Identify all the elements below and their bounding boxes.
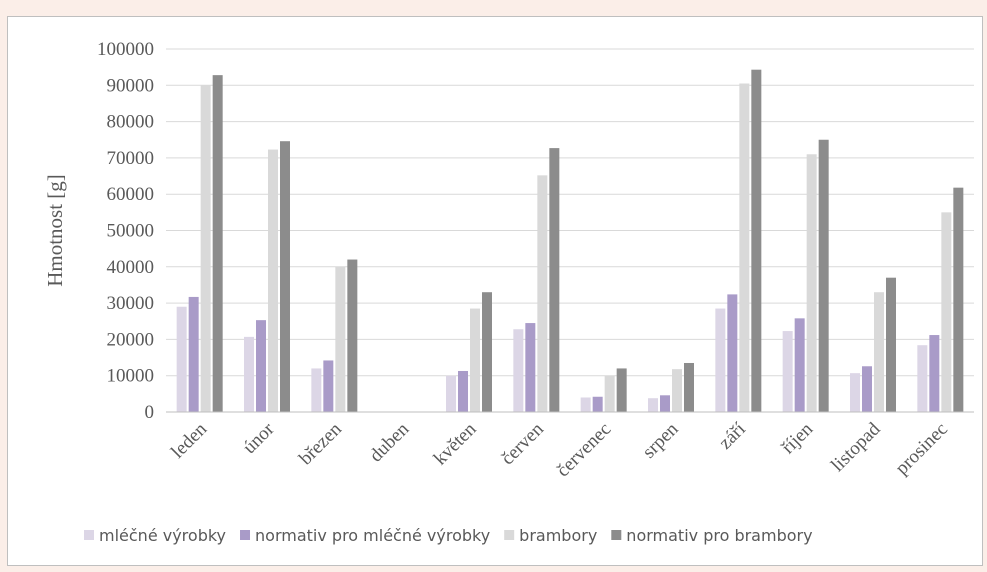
y-tick-label: 0 <box>145 402 155 423</box>
bar-1-12 <box>917 345 928 412</box>
bar-2-12 <box>929 335 940 412</box>
bar-4-12 <box>953 187 964 412</box>
bar-2-6 <box>525 323 536 412</box>
bar-4-7 <box>616 368 627 412</box>
bar-3-3 <box>335 266 346 412</box>
x-tick-label: červenec <box>553 419 616 482</box>
chart-frame: 0 10000 20000 30000 40000 50000 60000 70000 8000… <box>7 16 983 566</box>
bar-4-3 <box>347 259 358 412</box>
legend-label: mléčné výrobky <box>99 526 226 545</box>
bar-2-10 <box>794 318 805 412</box>
y-tick-labels: 0 10000 20000 30000 40000 50000 60000 70000 8000… <box>97 39 154 423</box>
y-tick-label: 80000 <box>107 112 155 133</box>
bar-2-5 <box>458 370 468 412</box>
y-tick-label: 50000 <box>107 221 155 242</box>
x-tick-label: květen <box>430 418 481 469</box>
y-tick-label: 100000 <box>97 39 154 60</box>
x-tick-label: červen <box>497 418 548 469</box>
bar-3-1 <box>200 85 211 413</box>
bar-3-2 <box>268 149 278 412</box>
bar-2-1 <box>188 296 199 412</box>
x-tick-label: duben <box>366 418 414 466</box>
x-tick-label: leden <box>167 418 211 462</box>
bar-1-2 <box>244 336 254 412</box>
bar-3-10 <box>806 154 817 412</box>
y-tick-label: 60000 <box>107 184 155 205</box>
y-tick-label: 90000 <box>107 75 155 96</box>
bar-3-5 <box>470 308 480 412</box>
legend-swatch <box>84 530 94 540</box>
x-tick-label: září <box>715 418 750 453</box>
bar-1-7 <box>580 397 591 412</box>
bar-3-7 <box>604 375 615 412</box>
bar-1-6 <box>513 329 524 412</box>
bars <box>176 69 964 413</box>
y-tick-label: 40000 <box>107 257 155 278</box>
y-axis-title: Hmotnost [g] <box>43 174 67 287</box>
bar-4-9 <box>751 69 762 412</box>
legend-label: brambory <box>519 526 597 545</box>
bar-1-8 <box>648 398 658 412</box>
bar-chart: 0 10000 20000 30000 40000 50000 60000 70000 8000… <box>43 39 974 545</box>
y-tick-label: 30000 <box>107 293 155 314</box>
bar-3-8 <box>672 369 682 412</box>
bar-4-11 <box>886 277 896 412</box>
bar-3-6 <box>537 175 548 412</box>
bar-3-12 <box>941 212 952 412</box>
bar-4-10 <box>818 139 829 412</box>
legend-label: normativ pro brambory <box>626 526 812 545</box>
bar-3-11 <box>874 292 884 412</box>
bar-1-11 <box>850 373 860 412</box>
legend-swatch <box>240 530 251 540</box>
legend-swatch <box>504 530 515 540</box>
x-tick-label: říjen <box>778 418 818 458</box>
legend-swatch <box>611 530 622 540</box>
bar-4-1 <box>212 75 223 413</box>
x-tick-label: prosinec <box>891 419 951 479</box>
x-tick-label: listopad <box>827 418 885 476</box>
bar-2-7 <box>592 396 603 412</box>
y-tick-label: 20000 <box>107 329 155 350</box>
bar-2-3 <box>323 360 334 412</box>
bar-2-2 <box>256 320 266 412</box>
y-tick-label: 70000 <box>107 148 155 169</box>
legend: mléčné výrobky normativ pro mléčné výrobk… <box>84 526 813 545</box>
x-tick-label: únor <box>239 418 279 458</box>
bar-1-10 <box>782 331 793 412</box>
bar-2-8 <box>660 395 670 412</box>
y-tick-label: 10000 <box>107 366 155 387</box>
bar-2-9 <box>727 294 738 412</box>
x-tick-label: březen <box>295 418 346 469</box>
legend-label: normativ pro mléčné výrobky <box>255 526 490 545</box>
gridlines <box>166 48 974 377</box>
bar-4-5 <box>482 292 492 412</box>
bar-1-9 <box>715 308 726 412</box>
bar-4-8 <box>684 362 694 412</box>
bar-1-1 <box>176 306 187 412</box>
bar-4-2 <box>280 141 290 412</box>
bar-1-3 <box>311 368 322 412</box>
x-tick-label: srpen <box>639 418 683 462</box>
bar-1-5 <box>446 375 456 412</box>
bar-4-6 <box>549 148 560 412</box>
bar-2-11 <box>862 366 872 412</box>
x-tick-labels: leden únor březen duben květen červen červenec… <box>167 418 952 481</box>
bar-3-9 <box>739 83 750 413</box>
